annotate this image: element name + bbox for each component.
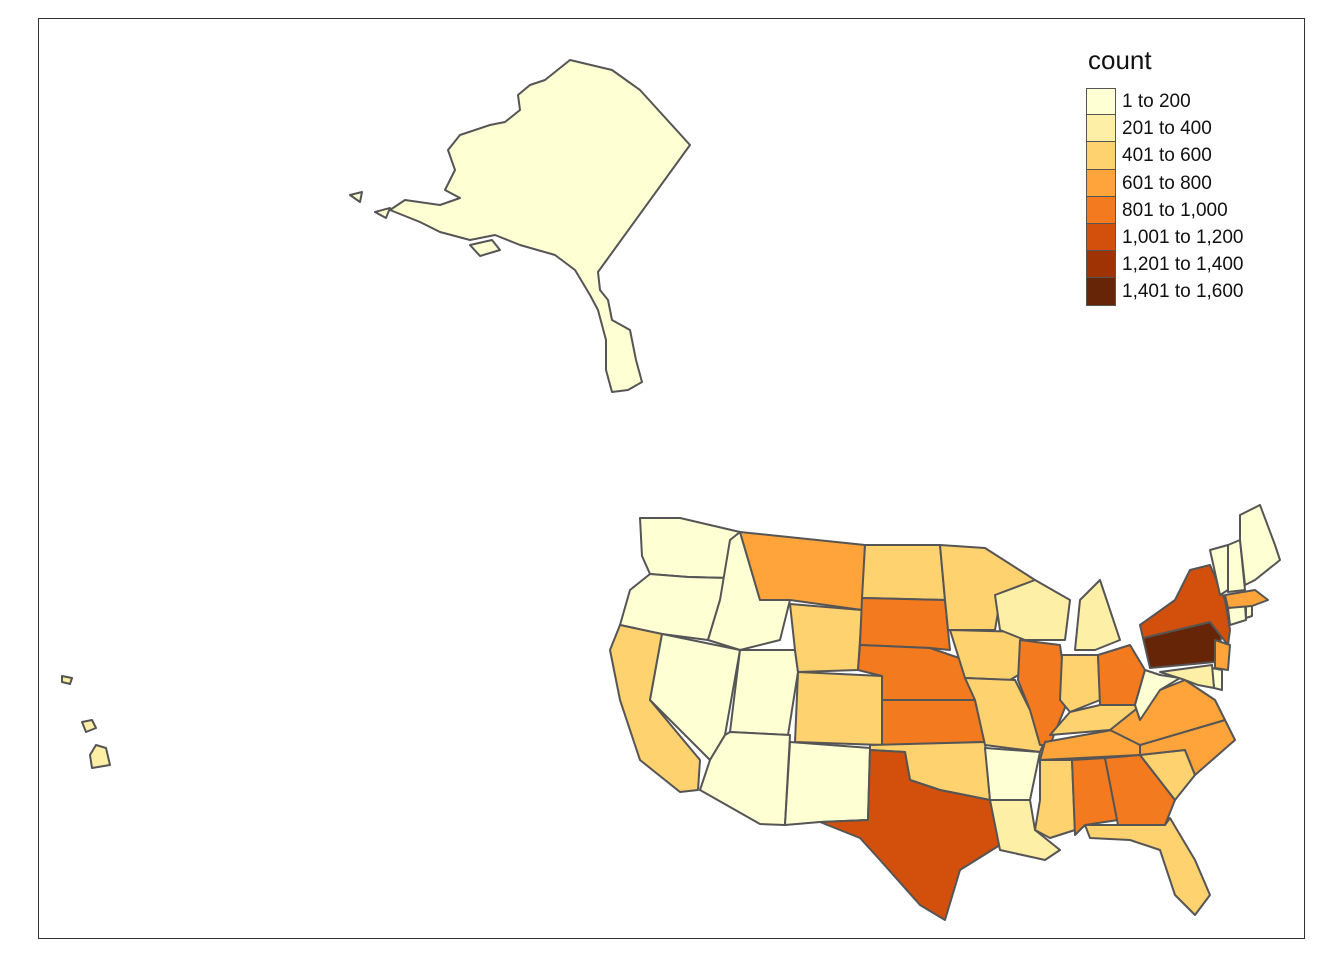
legend-swatch [1086,88,1116,116]
legend-item: 201 to 400 [1086,115,1244,143]
legend-item: 1,201 to 1,400 [1086,251,1244,279]
region-louisiana [989,799,1061,861]
legend-item: 1,001 to 1,200 [1086,223,1244,252]
legend-label: 1,201 to 1,400 [1122,254,1244,276]
region-utah [729,649,799,736]
region-florida [1084,817,1211,916]
legend-item: 1,401 to 1,600 [1086,278,1244,306]
region-alaska [389,59,691,393]
region-texas [819,749,1001,921]
region-alabama [1071,757,1119,836]
legend-swatch [1086,223,1116,252]
region-georgia [1104,754,1176,826]
legend-label: 201 to 400 [1122,118,1212,140]
region-colorado [794,671,883,746]
legend-swatch [1086,115,1116,143]
legend-label: 1,001 to 1,200 [1122,227,1244,249]
region-arkansas [984,747,1041,801]
region-alaska-islands [349,191,501,257]
legend-swatch [1086,196,1116,224]
region-new-mexico [784,741,871,826]
region-montana [739,531,866,611]
region-wisconsin [994,579,1071,641]
legend-item: 1 to 200 [1086,88,1244,116]
legend-items: 1 to 200 201 to 400 401 to 600 601 to 800 80… [1086,88,1244,306]
legend-label: 401 to 600 [1122,145,1212,167]
legend-label: 801 to 1,000 [1122,199,1228,221]
region-kansas [881,699,986,746]
legend-item: 401 to 600 [1086,142,1244,170]
region-michigan [1074,579,1121,651]
legend-label: 1,401 to 1,600 [1122,281,1244,303]
region-new-york [1139,564,1231,646]
legend-label: 1 to 200 [1122,91,1191,113]
region-massachusetts [1224,589,1269,609]
region-hawaii [61,675,111,769]
region-maryland [1159,664,1215,689]
region-north-dakota [861,544,946,601]
map-legend: count 1 to 200 201 to 400 401 to 600 601 to… [1086,46,1244,306]
legend-swatch [1086,251,1116,279]
legend-title: count [1088,45,1152,75]
legend-item: 801 to 1,000 [1086,196,1244,224]
legend-swatch [1086,169,1116,197]
region-indiana [1059,654,1101,713]
region-wyoming [789,603,863,673]
legend-item: 601 to 800 [1086,169,1244,197]
legend-swatch [1086,278,1116,306]
region-south-dakota [859,597,951,651]
region-mississippi [1034,759,1076,839]
region-maine [1239,504,1281,586]
region-new-jersey [1214,639,1231,671]
legend-swatch [1086,142,1116,170]
legend-label: 601 to 800 [1122,172,1212,194]
